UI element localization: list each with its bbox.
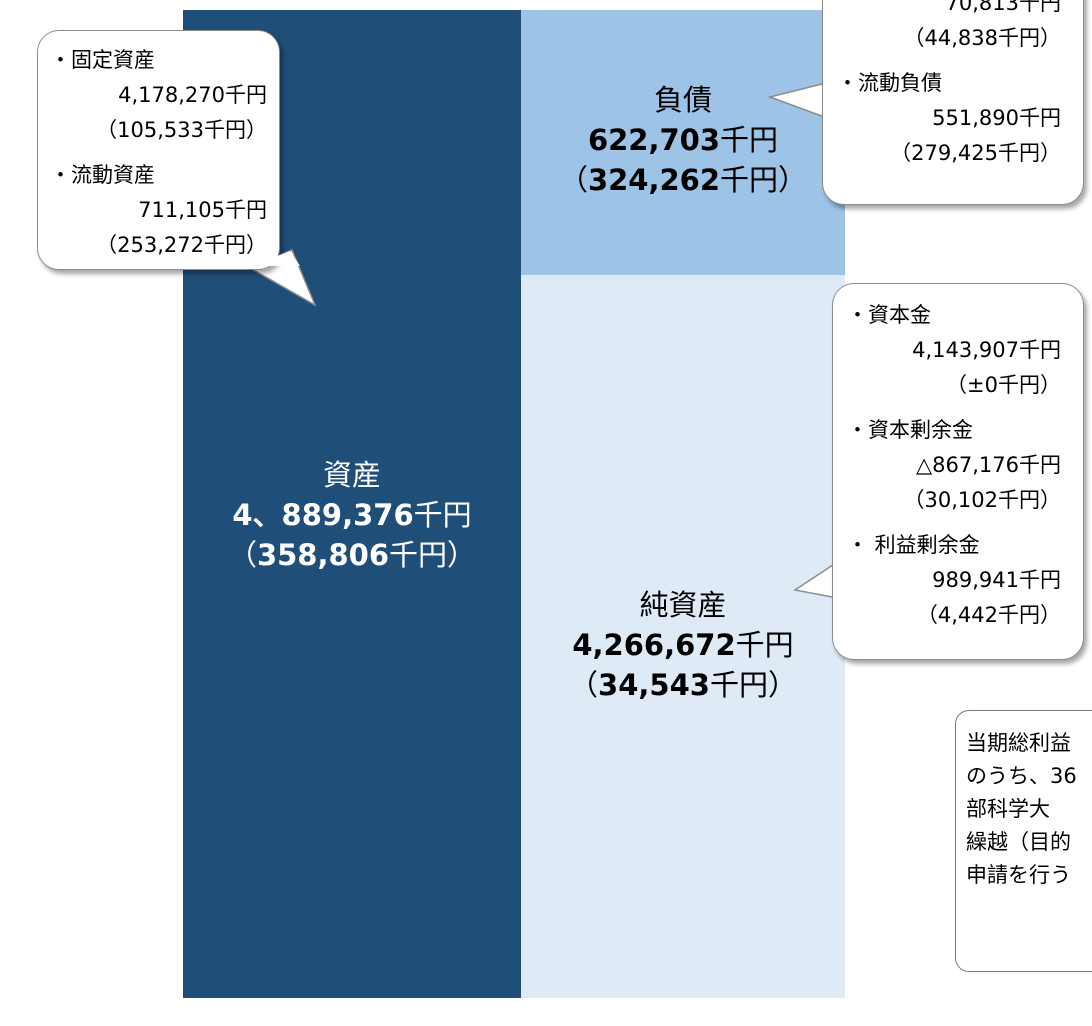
item-change: （4,442千円）: [916, 603, 1061, 627]
unit: 千円）: [389, 538, 477, 572]
item-amount: 551,890千円: [932, 106, 1061, 130]
callout-item: ・資本金 4,143,907千円 （±0千円）: [847, 298, 1061, 403]
block-value-line: 4,266,672千円: [521, 625, 845, 665]
block-value-line: 4、889,376千円: [183, 495, 521, 535]
block-change-line: （34,543千円）: [521, 665, 845, 705]
liabilities-block: [521, 10, 845, 275]
net-assets-label: 純資産 4,266,672千円 （34,543千円）: [521, 585, 845, 705]
unit: 千円）: [720, 163, 808, 197]
paren: （: [227, 538, 257, 572]
net-assets-block: [521, 275, 845, 998]
item-change: （44,838千円）: [903, 26, 1061, 50]
block-value: 4,266,672: [572, 628, 736, 662]
note-line: 繰越（目的: [966, 830, 1071, 854]
assets-label: 資産 4、889,376千円 （358,806千円）: [183, 455, 521, 575]
item-label: ・流動資産: [50, 163, 155, 187]
note: 当期総利益のうち、36 部科学大繰越（目的申請を行う: [955, 710, 1092, 972]
tail-join: [252, 251, 300, 266]
item-label: ・資本剰余金: [847, 418, 973, 442]
callout-item: ・ 利益剰余金 989,941千円 （4,442千円）: [847, 528, 1061, 633]
item-amount: △867,176千円: [916, 453, 1061, 477]
note-line: 部科学大: [966, 797, 1050, 821]
unit: 千円: [413, 498, 472, 532]
callout: 70,813千円 （44,838千円） ・流動負債 551,890千円 （279,425…: [822, 0, 1084, 205]
item-amount: 989,941千円: [932, 568, 1061, 592]
unit: 千円）: [709, 668, 797, 702]
unit: 千円: [735, 628, 794, 662]
item-amount: 4,178,270千円: [118, 83, 267, 107]
item-amount: 4,143,907千円: [912, 338, 1061, 362]
block-name: 負債: [653, 83, 712, 117]
item-label: ・流動負債: [837, 71, 942, 95]
item-change: （253,272千円）: [96, 233, 267, 257]
block-change: 358,806: [256, 538, 390, 572]
item-change: （105,533千円）: [96, 118, 267, 142]
item-amount: 711,105千円: [138, 198, 267, 222]
block-change: 34,543: [598, 668, 710, 702]
item-label: ・固定資産: [50, 48, 155, 72]
callout-item: ・資本剰余金 △867,176千円 （30,102千円）: [847, 413, 1061, 518]
block-change: 324,262: [587, 163, 721, 197]
note-line: 当期総利益: [966, 731, 1071, 755]
item-label: ・ 利益剰余金: [847, 533, 980, 557]
item-change: （30,102千円）: [903, 488, 1061, 512]
item-label: ・資本金: [847, 303, 931, 327]
callout-item: 70,813千円 （44,838千円）: [837, 0, 1061, 56]
liabilities-label: 負債 622,703千円 （324,262千円）: [521, 80, 845, 200]
block-value-line: 622,703千円: [521, 120, 845, 160]
callout-item: ・流動負債 551,890千円 （279,425千円）: [837, 66, 1061, 171]
tail-join: [834, 557, 850, 598]
block-change-line: （358,806千円）: [183, 535, 521, 575]
note-line: のうち、36: [966, 764, 1077, 788]
callout-item: ・流動資産 711,105千円 （253,272千円）: [50, 158, 267, 263]
note-line: 申請を行う: [966, 863, 1071, 887]
paren: （: [558, 163, 588, 197]
item-change: （279,425千円）: [890, 141, 1061, 165]
paren: （: [569, 668, 599, 702]
callout-item: ・固定資産 4,178,270千円 （105,533千円）: [50, 43, 267, 148]
callout: ・固定資産 4,178,270千円 （105,533千円） ・流動資産 711,105千…: [37, 30, 280, 270]
block-name: 純資産: [639, 588, 727, 622]
block-value: 4、889,376: [232, 498, 414, 532]
block-value: 622,703: [587, 123, 721, 157]
block-change-line: （324,262千円）: [521, 160, 845, 200]
item-amount: 70,813千円: [945, 0, 1061, 15]
block-name: 資産: [322, 458, 381, 492]
tail-join: [824, 82, 840, 120]
unit: 千円: [720, 123, 779, 157]
item-change: （±0千円）: [946, 373, 1061, 397]
callout: ・資本金 4,143,907千円 （±0千円） ・資本剰余金 △867,176千円 （30…: [832, 283, 1084, 660]
